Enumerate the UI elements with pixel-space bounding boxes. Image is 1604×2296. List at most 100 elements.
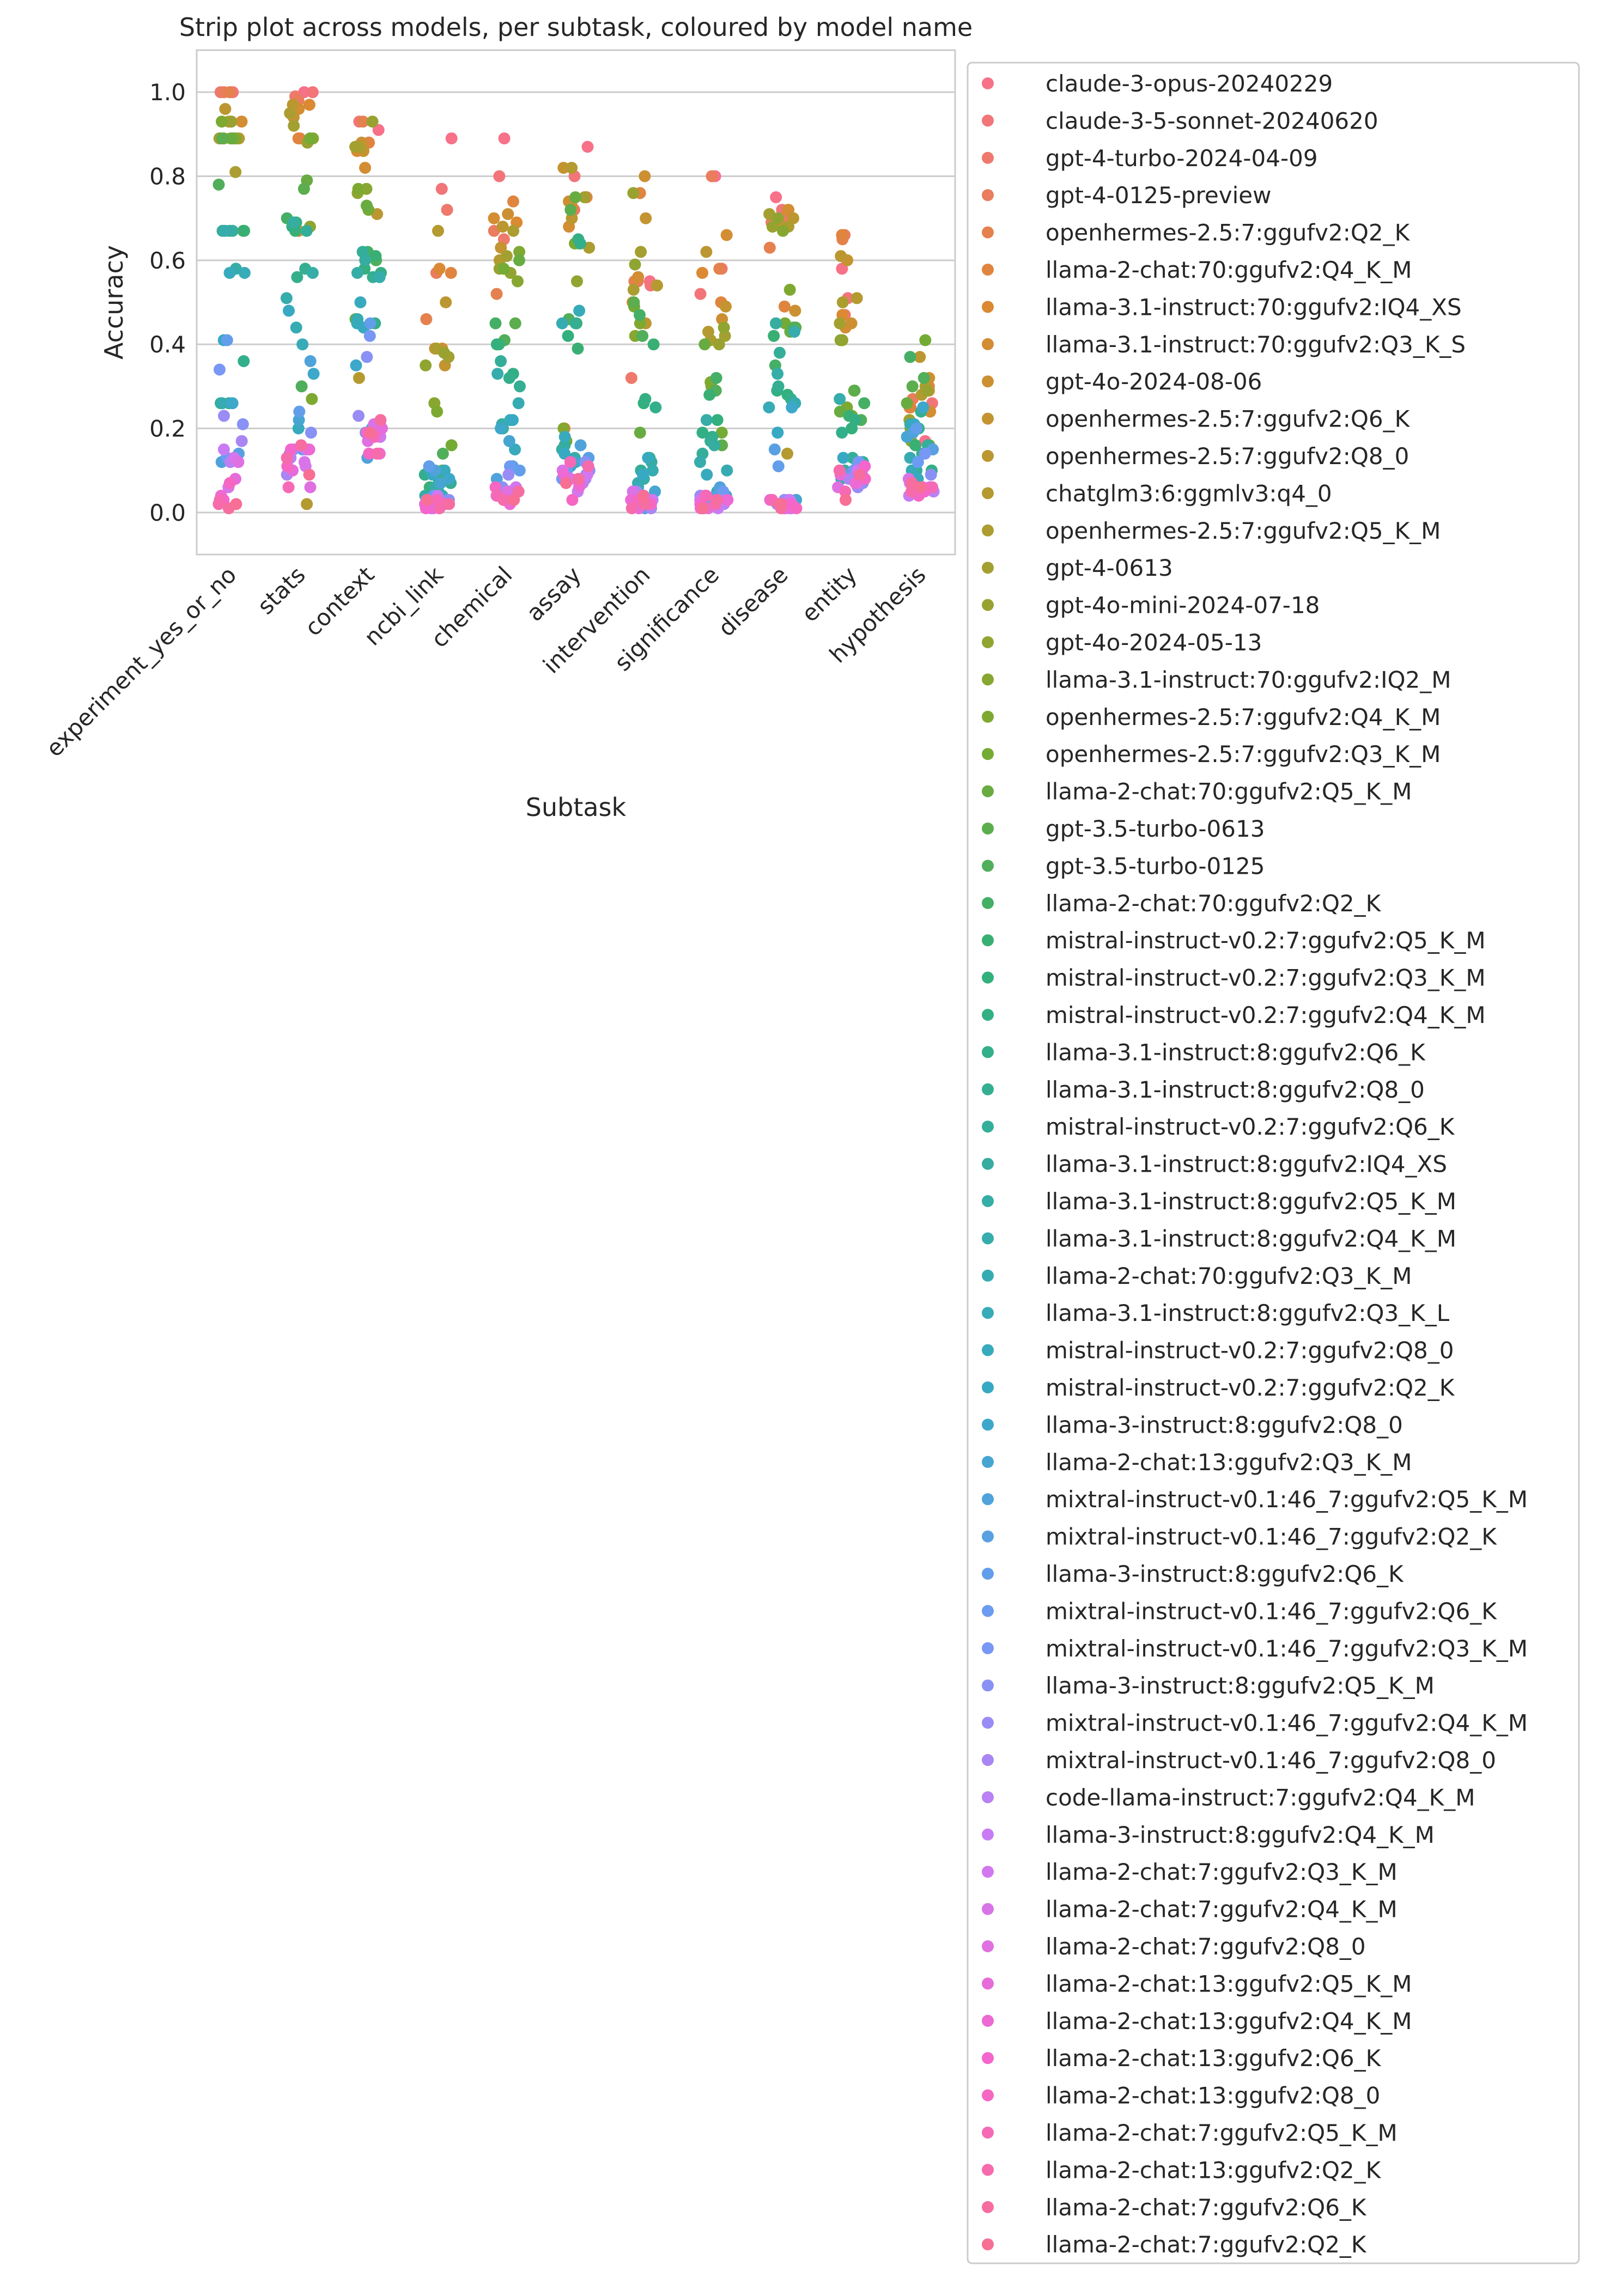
legend-label: gpt-3.5-turbo-0613 — [1046, 815, 1265, 842]
point-assay-0 — [581, 141, 594, 153]
point-stats-21 — [295, 380, 308, 393]
legend-marker-icon — [982, 1083, 994, 1095]
point-stats-37 — [293, 414, 305, 427]
legend-label: llama-3.1-instruct:8:ggufv2:Q3_K_L — [1046, 1300, 1450, 1326]
point-chemical-17 — [513, 246, 526, 258]
point-experiment_yes_or_no-36 — [226, 397, 239, 410]
legend-item: mixtral-instruct-v0.1:46_7:ggufv2:Q2_K — [982, 1524, 1497, 1550]
point-ncbi_link-56 — [433, 502, 446, 515]
point-experiment_yes_or_no-32 — [216, 397, 228, 410]
point-hypothesis-56 — [905, 485, 918, 498]
legend-label: llama-2-chat:13:ggufv2:Q4_K_M — [1046, 2008, 1412, 2035]
legend-label: openhermes-2.5:7:ggufv2:Q3_K_M — [1046, 741, 1441, 768]
legend-item: llama-2-chat:13:ggufv2:Q6_K — [982, 2045, 1382, 2072]
point-hypothesis-18 — [919, 334, 932, 346]
point-chemical-40 — [513, 464, 526, 477]
point-hypothesis-55 — [926, 481, 938, 494]
point-stats-1 — [306, 86, 319, 99]
legend-item: openhermes-2.5:7:ggufv2:Q8_0 — [982, 443, 1409, 470]
point-experiment_yes_or_no-7 — [235, 115, 248, 128]
point-assay-55 — [564, 456, 576, 468]
legend-marker-icon — [982, 1381, 994, 1393]
point-intervention-32 — [646, 464, 659, 477]
point-stats-38 — [304, 355, 317, 367]
point-significance-9 — [719, 300, 732, 313]
point-hypothesis-42 — [919, 447, 931, 460]
point-context-43 — [361, 351, 373, 363]
legend-label: llama-3-instruct:8:ggufv2:Q6_K — [1046, 1561, 1404, 1587]
point-disease-35 — [771, 427, 784, 439]
y-tick-label: 1.0 — [149, 79, 186, 106]
point-stats-30 — [306, 267, 319, 279]
point-assay-38 — [574, 439, 587, 452]
legend-label: openhermes-2.5:7:ggufv2:Q4_K_M — [1046, 704, 1441, 730]
point-chemical-20 — [509, 317, 521, 330]
legend-label: llama-3-instruct:8:ggufv2:Q4_K_M — [1046, 1822, 1435, 1848]
legend-item: llama-2-chat:70:ggufv2:Q2_K — [982, 890, 1382, 917]
point-context-56 — [370, 447, 383, 460]
point-disease-5 — [778, 300, 791, 313]
point-significance-30 — [700, 414, 713, 427]
plot-area — [196, 49, 956, 556]
point-intervention-35 — [637, 468, 649, 481]
point-entity-11 — [850, 292, 863, 304]
point-intervention-56 — [625, 502, 638, 515]
point-hypothesis-14 — [921, 385, 933, 397]
point-chemical-18 — [497, 263, 510, 275]
point-significance-19 — [698, 338, 711, 351]
point-context-0 — [372, 124, 385, 136]
legend-item: llama-2-chat:70:ggufv2:Q3_K_M — [982, 1263, 1412, 1289]
legend-marker-icon — [982, 599, 994, 611]
legend-marker-icon — [982, 1344, 994, 1356]
legend-marker-icon — [982, 487, 994, 500]
point-entity-10 — [835, 250, 847, 263]
legend-item: llama-3.1-instruct:70:ggufv2:Q3_K_S — [982, 331, 1466, 358]
legend-label: llama-3.1-instruct:8:ggufv2:Q8_0 — [1046, 1076, 1425, 1103]
point-ncbi_link-21 — [436, 447, 449, 460]
x-tick-label: assay — [521, 561, 587, 626]
legend-label: openhermes-2.5:7:ggufv2:Q8_0 — [1046, 443, 1409, 470]
point-experiment_yes_or_no-21 — [212, 178, 225, 191]
legend-item: openhermes-2.5:7:ggufv2:Q5_K_M — [982, 517, 1441, 544]
y-tick-label: 0.6 — [149, 247, 186, 274]
point-ncbi_link-15 — [420, 359, 432, 371]
point-ncbi_link-14 — [438, 346, 451, 359]
point-chemical-0 — [498, 132, 511, 145]
legend-marker-icon — [982, 2238, 994, 2251]
point-stats-6 — [303, 99, 315, 111]
legend-label: llama-2-chat:13:ggufv2:Q6_K — [1046, 2045, 1382, 2072]
point-stats-43 — [305, 427, 317, 439]
point-entity-25 — [849, 414, 861, 427]
legend-item: mistral-instruct-v0.2:7:ggufv2:Q4_K_M — [982, 1002, 1486, 1028]
point-assay-58 — [560, 477, 572, 489]
legend-item: mixtral-instruct-v0.1:46_7:ggufv2:Q4_K_M — [982, 1710, 1528, 1737]
point-significance-15 — [718, 321, 730, 334]
point-disease-0 — [770, 191, 782, 204]
legend-marker-icon — [982, 1009, 994, 1021]
point-ncbi_link-6 — [433, 263, 446, 275]
point-experiment_yes_or_no-17 — [216, 115, 228, 128]
point-disease-23 — [768, 330, 780, 342]
point-chemical-58 — [508, 494, 520, 506]
point-intervention-11 — [651, 279, 663, 292]
point-intervention-13 — [635, 246, 647, 258]
point-stats-29 — [288, 216, 300, 229]
point-chemical-27 — [514, 380, 526, 393]
point-context-44 — [353, 410, 365, 422]
point-chemical-37 — [503, 435, 515, 447]
point-disease-11 — [781, 447, 793, 460]
point-intervention-21 — [636, 330, 649, 342]
point-significance-24 — [711, 414, 724, 427]
legend-marker-icon — [982, 412, 994, 425]
point-disease-16 — [776, 224, 789, 237]
legend-marker-icon — [982, 1754, 994, 1766]
point-hypothesis-23 — [909, 439, 922, 452]
point-stats-20 — [297, 182, 310, 195]
point-hypothesis-43 — [925, 468, 937, 481]
point-stats-40 — [293, 405, 306, 418]
legend-item: openhermes-2.5:7:ggufv2:Q3_K_M — [982, 741, 1441, 768]
point-stats-33 — [296, 338, 309, 351]
point-hypothesis-21 — [918, 371, 930, 384]
legend-item: gpt-3.5-turbo-0613 — [982, 815, 1265, 842]
point-assay-20 — [564, 204, 577, 216]
